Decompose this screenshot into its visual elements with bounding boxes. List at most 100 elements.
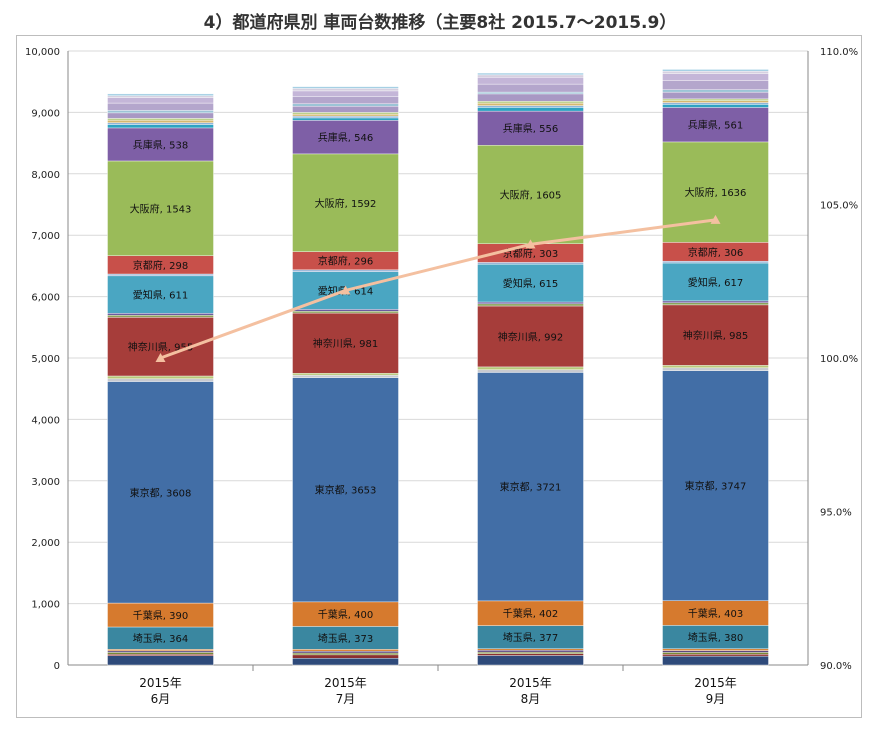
bar-segment (662, 73, 769, 81)
bar-segment (292, 311, 399, 314)
bar-segment (662, 104, 769, 108)
data-label: 大阪府, 1605 (500, 189, 562, 202)
bar-segment (477, 102, 584, 106)
bar-segment (662, 71, 769, 74)
bar-segment (662, 300, 769, 303)
bar-segment (107, 381, 214, 604)
data-label: 東京都, 3747 (685, 480, 747, 493)
y-tick-label: 6,000 (31, 293, 60, 304)
chart-title: 4）都道府県別 車両台数推移（主要8社 2015.7～2015.9） (203, 13, 677, 33)
bar-segment (292, 373, 399, 376)
bar-segment (107, 127, 214, 162)
bar-segment (662, 600, 769, 626)
bar-segment (662, 370, 769, 601)
y-tick-label: 10,000 (25, 47, 60, 58)
bar-segment (292, 658, 399, 666)
bar-segment (107, 122, 214, 125)
x-category-label: 2015年 (694, 676, 737, 690)
bar-segment (107, 313, 214, 316)
bar-segment (107, 93, 214, 96)
bar-segment (477, 264, 584, 303)
data-label: 千葉県, 403 (688, 607, 743, 620)
data-label: 千葉県, 390 (133, 609, 188, 622)
bar-segment (292, 654, 399, 659)
bar-segment (477, 91, 584, 95)
line-marker (710, 214, 721, 224)
data-label: 兵庫県, 538 (133, 138, 188, 151)
bar-segment (662, 69, 769, 72)
y-tick-label: 5,000 (31, 354, 60, 365)
data-label: 大阪府, 1592 (315, 197, 377, 210)
plot-frame (16, 35, 862, 718)
bar-segment (662, 80, 769, 90)
y-tick-label: 9,000 (31, 108, 60, 119)
bar-segment (662, 91, 769, 100)
bar-segment (292, 86, 399, 89)
bar-segment (477, 110, 584, 146)
bar-segment (477, 262, 584, 265)
data-label: 京都府, 296 (318, 255, 373, 268)
bar-segment (292, 269, 399, 272)
data-label: 千葉県, 400 (318, 608, 373, 621)
bar-segment (662, 367, 769, 371)
data-label: 神奈川県, 985 (683, 329, 748, 342)
bar-segment (662, 650, 769, 653)
y-tick-label: 0 (54, 661, 60, 672)
bar-segment (477, 74, 584, 78)
data-label: 愛知県, 617 (688, 276, 743, 289)
bar-segment (292, 90, 399, 97)
y2-tick-label: 105.0% (820, 201, 858, 212)
bar-segment (662, 89, 769, 93)
bar-segment (477, 369, 584, 373)
bar-segment (292, 312, 399, 374)
bar-segment (662, 102, 769, 105)
bar-segment (107, 650, 214, 653)
bar-segment (477, 600, 584, 626)
x-category-label: 2015年 (139, 676, 182, 690)
bar-segment (292, 106, 399, 113)
data-label: 神奈川県, 992 (498, 330, 563, 343)
y2-tick-label: 110.0% (820, 47, 858, 58)
bar-segment (107, 654, 214, 656)
data-label: 千葉県, 402 (503, 607, 558, 620)
data-label: 東京都, 3608 (130, 486, 192, 499)
bar-segment (107, 120, 214, 123)
bar-segment (292, 374, 399, 378)
data-label: 兵庫県, 561 (688, 119, 743, 132)
bar-segment (477, 651, 584, 654)
data-label: 京都府, 303 (503, 247, 558, 260)
bar-segment (107, 375, 214, 379)
data-label: 埼玉県, 364 (133, 632, 188, 645)
line-series (159, 218, 716, 360)
bar-segment (292, 377, 399, 603)
data-label: 兵庫県, 546 (318, 131, 373, 144)
bar-segment (477, 101, 584, 104)
bar-segment (292, 309, 399, 312)
bar-segment (477, 93, 584, 102)
data-label: 埼玉県, 380 (688, 631, 743, 644)
bar-segment (107, 649, 214, 652)
bar-segment (477, 648, 584, 651)
y2-tick-label: 90.0% (820, 661, 852, 672)
bar-segment (107, 273, 214, 277)
bar-segment (107, 315, 214, 318)
bar-segment (107, 95, 214, 98)
bar-segment (477, 72, 584, 76)
bar-segment (107, 110, 214, 114)
bar-segment (662, 365, 769, 369)
bar-segment (292, 117, 399, 121)
bar-segment (662, 262, 769, 302)
data-label: 京都府, 306 (688, 246, 743, 259)
line-marker (340, 285, 351, 295)
x-category-label: 7月 (336, 692, 356, 706)
bar-segment (292, 96, 399, 105)
line-marker (155, 353, 166, 362)
bar-segment (477, 77, 584, 85)
bar-segment (477, 145, 584, 244)
data-label: 大阪府, 1543 (130, 202, 192, 215)
bar-segment (292, 115, 399, 119)
data-label: 神奈川県, 955 (128, 341, 193, 354)
bar-segment (107, 124, 214, 129)
bar-segment (477, 303, 584, 307)
